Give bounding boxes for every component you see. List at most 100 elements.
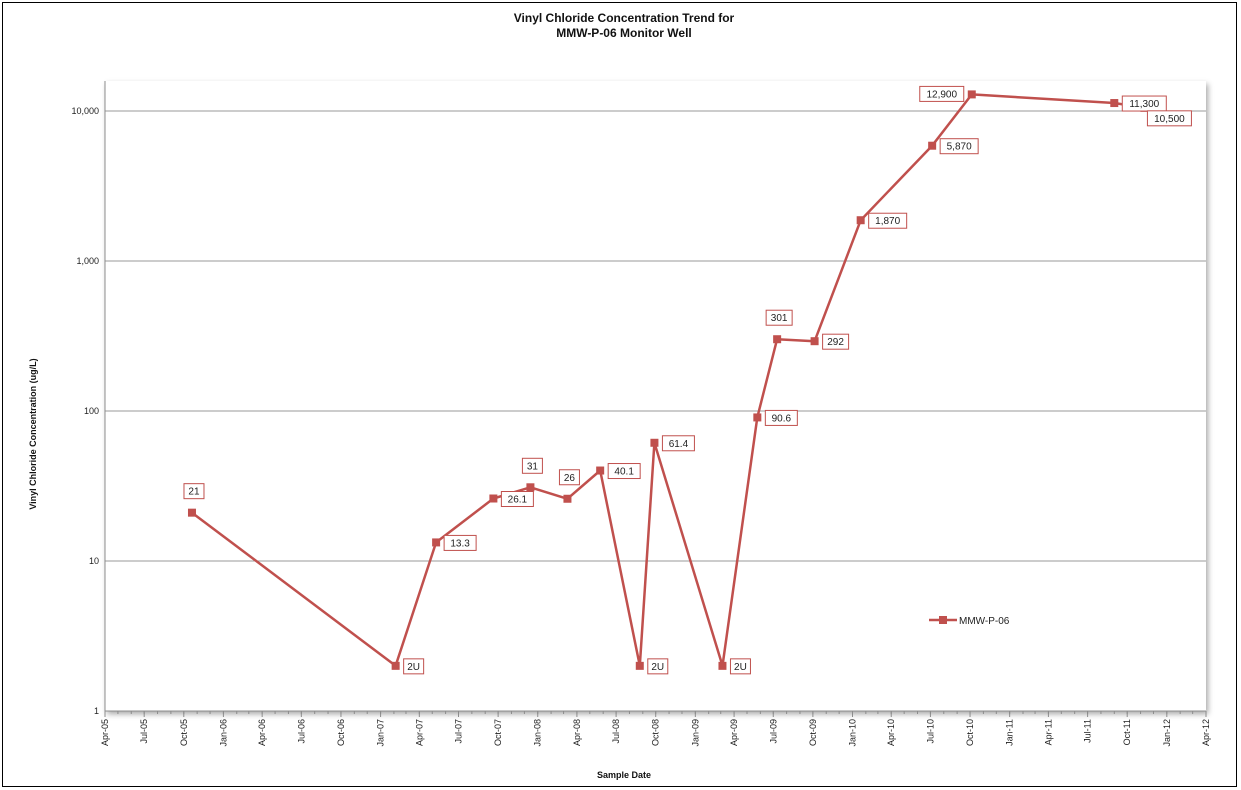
data-label-text: 2U	[407, 662, 420, 673]
data-point-marker	[526, 483, 535, 492]
data-point-marker	[187, 508, 196, 517]
data-label-box	[183, 483, 205, 500]
x-tick-label: Apr-10	[886, 719, 896, 746]
x-tick-label: Oct-08	[651, 719, 661, 746]
data-label-text: 5,870	[947, 142, 972, 153]
data-label-box	[521, 457, 543, 474]
x-tick-label: Apr-11	[1043, 719, 1053, 745]
data-point-marker	[856, 216, 865, 225]
data-point-marker	[718, 661, 727, 670]
x-tick-label: Oct-09	[808, 719, 818, 746]
chart-subtitle: MMW-P-06 Monitor Well	[556, 26, 692, 40]
data-label-text: 1,870	[875, 216, 900, 227]
y-tick-label: 10	[89, 556, 99, 566]
data-label: 40.1	[607, 463, 641, 480]
x-tick-label: Apr-06	[257, 719, 267, 746]
data-point-marker	[810, 337, 819, 346]
data-label: 1,870	[868, 212, 908, 229]
x-axis-title: Sample Date	[597, 770, 651, 780]
grid-layer	[105, 110, 1206, 562]
series-line	[191, 93, 1145, 668]
data-label: 11,300	[1121, 95, 1167, 112]
data-label-box	[647, 658, 669, 675]
x-tick-label: Jan-09	[690, 719, 700, 747]
data-label-box	[764, 409, 798, 426]
data-label-box	[607, 463, 641, 480]
data-point-marker	[563, 494, 572, 503]
x-tick-label: Jul-11	[1083, 719, 1093, 743]
x-tick-label: Jan-12	[1162, 719, 1172, 747]
data-label-text: 21	[188, 487, 200, 498]
axis-layer: 1 10 100 1,000 10,000 Apr-05 Jul-05 Oct-05 Jan-0…	[71, 81, 1211, 747]
data-label-text: 11,300	[1129, 99, 1159, 110]
data-label-box	[443, 534, 477, 551]
data-label: 5,870	[939, 138, 979, 155]
label-layer: 21 2U 13.3 26.1 31 26 40.1 2U 61.4 2U 90.6 301 292 1,…	[183, 85, 1192, 675]
x-tick-label: Jan-11	[1005, 719, 1015, 746]
data-label: 2U	[403, 658, 425, 675]
data-label-text: 26	[564, 473, 576, 484]
x-tick-label: Jan-10	[847, 719, 857, 747]
data-label-text: 26.1	[508, 495, 528, 506]
data-label: 26.1	[500, 491, 534, 508]
x-tick-label: Jul-10	[925, 719, 935, 744]
y-tick-label: 1,000	[76, 256, 99, 266]
data-label: 12,900	[919, 85, 965, 102]
x-tick-label: Jul-09	[768, 719, 778, 744]
data-label: 2U	[729, 658, 751, 675]
plot-area	[105, 81, 1206, 711]
data-point-marker	[391, 661, 400, 670]
x-tick-label: Apr-07	[414, 719, 424, 746]
data-label: 301	[765, 309, 793, 326]
data-label-box	[1121, 95, 1167, 112]
data-point-marker	[650, 438, 659, 447]
series-layer	[187, 90, 1149, 670]
data-label-text: 13.3	[450, 538, 470, 549]
data-label: 31	[521, 457, 543, 474]
data-label: 21	[183, 483, 205, 500]
x-tick-label: Apr-12	[1201, 719, 1211, 746]
data-label-box	[765, 309, 793, 326]
legend-label: MMW-P-06	[959, 616, 1010, 627]
x-tick-label: Jan-07	[376, 719, 386, 747]
data-point-marker	[928, 141, 937, 150]
x-tick-label: Jul-07	[454, 719, 464, 744]
legend-marker	[939, 616, 947, 624]
x-tick-label: Oct-11	[1122, 719, 1132, 745]
x-tick-label: Oct-10	[965, 719, 975, 746]
x-tick-label: Oct-06	[336, 719, 346, 746]
x-tick-label: Jul-05	[139, 719, 149, 744]
data-label: 26	[558, 469, 580, 486]
data-point-marker	[596, 466, 605, 475]
data-label-box	[729, 658, 751, 675]
x-tick-label: Apr-09	[729, 719, 739, 746]
data-label: 292	[822, 333, 850, 350]
data-point-marker	[1110, 99, 1119, 108]
data-point-marker	[432, 538, 441, 547]
data-label-text: 292	[827, 337, 844, 348]
x-tick-label: Apr-08	[572, 719, 582, 746]
data-label-box	[939, 138, 979, 155]
data-label: 10,500	[1146, 110, 1192, 127]
data-label: 2U	[647, 658, 669, 675]
data-point-marker	[967, 90, 976, 99]
data-label: 61.4	[661, 435, 695, 452]
data-label-text: 2U	[734, 662, 747, 673]
data-label-box	[403, 658, 425, 675]
x-tick-label: Oct-05	[179, 719, 189, 746]
data-label: 90.6	[764, 409, 798, 426]
x-tick-label: Oct-07	[493, 719, 503, 746]
x-tick-label: Jul-06	[296, 719, 306, 744]
x-tick-label: Jan-06	[218, 719, 228, 747]
data-label-text: 90.6	[772, 413, 792, 424]
data-label-text: 31	[527, 461, 539, 472]
chart-title: Vinyl Chloride Concentration Trend for	[514, 11, 735, 25]
data-label-text: 301	[771, 313, 788, 324]
data-label-text: 61.4	[669, 439, 689, 450]
data-label-box	[558, 469, 580, 486]
data-point-marker	[489, 494, 498, 503]
y-axis-title: Vinyl Chloride Concentration (ug/L)	[28, 358, 38, 509]
data-label-box	[868, 212, 908, 229]
x-tick-label: Jul-08	[611, 719, 621, 744]
